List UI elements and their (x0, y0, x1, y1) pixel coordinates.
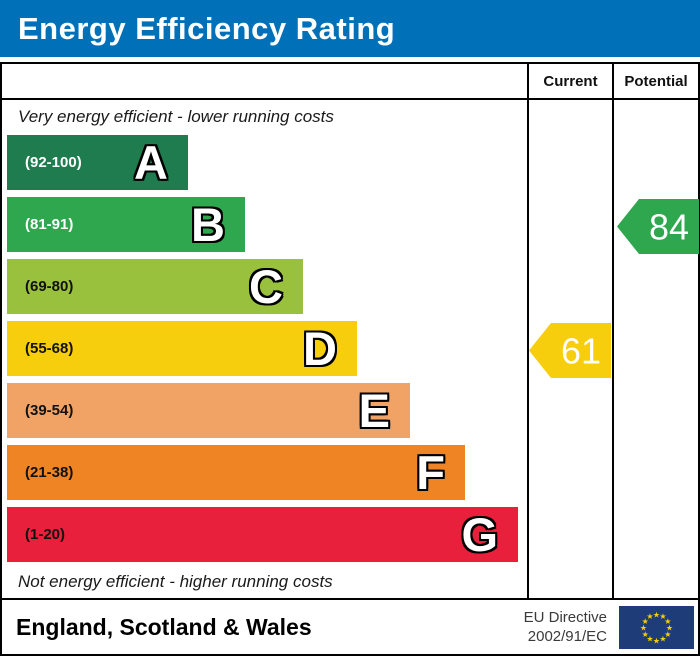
eu-flag-field (619, 605, 694, 649)
potential-rating-arrow: 84 (617, 199, 699, 254)
eu-flag-icon: ★ ★ ★ ★ ★ ★ ★ ★ ★ ★ ★ ★ (619, 605, 694, 649)
band-row: (55-68) D (7, 321, 357, 376)
potential-column-header: Potential (612, 64, 698, 98)
band-range-label: (55-68) (25, 340, 74, 357)
rating-table: Current Potential Very energy efficient … (0, 62, 700, 656)
band-letter: C (249, 260, 283, 313)
band-letter: E (358, 384, 390, 437)
current-rating-arrow: 61 (529, 323, 611, 378)
header-spacer-cell (2, 64, 527, 98)
svg-text:★: ★ (659, 612, 666, 621)
svg-text:★: ★ (666, 623, 673, 632)
svg-text:★: ★ (640, 623, 647, 632)
svg-text:★: ★ (664, 616, 671, 625)
svg-text:★: ★ (664, 629, 671, 638)
current-arrow-shape (529, 323, 611, 378)
band-row: (69-80) C (7, 259, 303, 314)
band-letter: F (416, 446, 445, 499)
band-row: (21-38) F (7, 445, 465, 500)
band-range-label: (39-54) (25, 402, 74, 419)
current-column-header: Current (527, 64, 612, 98)
band-letter: D (303, 322, 337, 375)
svg-text:★: ★ (642, 629, 649, 638)
svg-text:★: ★ (653, 610, 660, 619)
band-range-label: (92-100) (25, 154, 82, 171)
svg-text:★: ★ (659, 634, 666, 643)
region-label: England, Scotland & Wales (16, 613, 312, 640)
table-header-row: Current Potential (2, 64, 698, 100)
band-letter: G (461, 508, 498, 561)
band-row: (39-54) E (7, 383, 410, 438)
band-range-label: (81-91) (25, 216, 74, 233)
title-bar: Energy Efficiency Rating (0, 0, 700, 57)
band-letter: A (134, 136, 168, 189)
top-scale-note: Very energy efficient - lower running co… (18, 107, 334, 126)
table-body: Very energy efficient - lower running co… (2, 100, 699, 598)
current-column: 61 (527, 100, 612, 598)
potential-column: 84 (612, 100, 699, 598)
band-range-label: (21-38) (25, 464, 74, 481)
svg-text:★: ★ (653, 636, 660, 645)
page-title: Energy Efficiency Rating (18, 10, 396, 46)
table-footer: England, Scotland & Wales EU Directive 2… (2, 598, 698, 654)
current-rating-value: 61 (561, 331, 601, 372)
potential-rating-value: 84 (649, 207, 689, 248)
band-row: (1-20) G (7, 507, 518, 562)
band-letter: B (191, 198, 225, 251)
band-row: (81-91) B (7, 197, 245, 252)
svg-text:★: ★ (646, 634, 653, 643)
rating-scale-column: Very energy efficient - lower running co… (2, 100, 527, 598)
potential-arrow-shape (617, 199, 699, 254)
svg-text:★: ★ (646, 612, 653, 621)
eu-flag-stars: ★ ★ ★ ★ ★ ★ ★ ★ ★ ★ ★ ★ (640, 610, 673, 645)
eu-directive-line1: EU Directive (523, 608, 607, 626)
svg-text:★: ★ (642, 616, 649, 625)
eu-directive-line2: 2002/91/EC (527, 628, 607, 645)
eu-directive-label: EU Directive 2002/91/EC (524, 608, 607, 647)
band-range-label: (69-80) (25, 278, 74, 295)
band-row: (92-100) A (7, 135, 188, 190)
bottom-scale-note: Not energy efficient - higher running co… (18, 572, 333, 591)
band-range-label: (1-20) (25, 526, 66, 543)
